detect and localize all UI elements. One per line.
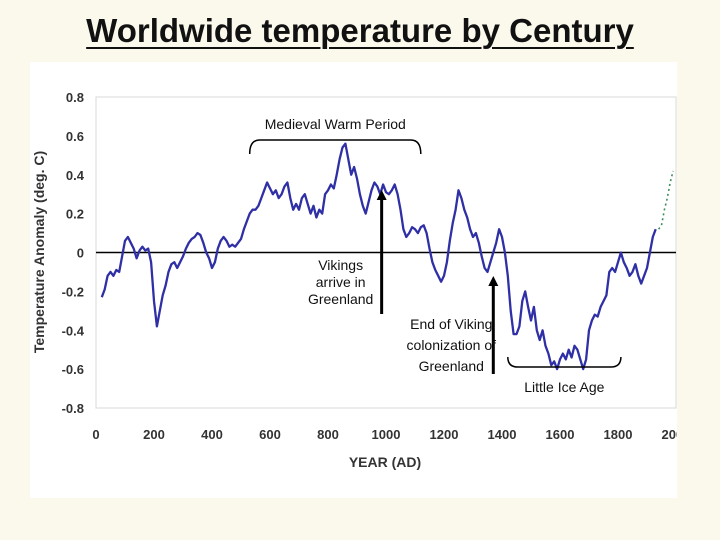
end_viking-label: colonization of — [407, 337, 497, 353]
chart-frame: 0 200 400 600 800 1000 1200 1400 1600 1800 2000 0.… — [30, 62, 677, 498]
x-tick-label: 1600 — [546, 427, 575, 442]
x-tick-label: 0 — [92, 427, 99, 442]
y-tick-label: 0.2 — [66, 207, 84, 222]
x-tick-label: 2000 — [662, 427, 677, 442]
y-tick-labels: 0.8 0.6 0.4 0.2 0 -0.2 -0.4 -0.6 -0.8 — [62, 90, 85, 416]
y-tick-label: -0.8 — [62, 401, 84, 416]
x-tick-label: 800 — [317, 427, 339, 442]
x-tick-label: 400 — [201, 427, 223, 442]
end_viking-label: End of Viking — [410, 316, 492, 332]
y-tick-label: -0.2 — [62, 284, 84, 299]
y-tick-label: 0.6 — [66, 129, 84, 144]
x-tick-label: 200 — [143, 427, 165, 442]
vikings-label: Greenland — [308, 291, 373, 307]
y-tick-label: 0 — [77, 246, 84, 261]
y-tick-label: 0.4 — [66, 168, 85, 183]
y-tick-label: -0.6 — [62, 362, 84, 377]
x-axis-title: YEAR (AD) — [349, 454, 421, 470]
little_ice_age-label: Little Ice Age — [524, 379, 604, 395]
x-tick-label: 1800 — [604, 427, 633, 442]
end_viking-label: Greenland — [419, 358, 484, 374]
x-tick-label: 600 — [259, 427, 281, 442]
temperature-chart: 0 200 400 600 800 1000 1200 1400 1600 1800 2000 0.… — [30, 62, 677, 498]
x-tick-label: 1200 — [430, 427, 459, 442]
x-tick-label: 1400 — [488, 427, 517, 442]
x-tick-labels: 0 200 400 600 800 1000 1200 1400 1600 1800 2000 — [92, 427, 677, 442]
medieval-label: Medieval Warm Period — [265, 116, 406, 132]
x-tick-label: 1000 — [372, 427, 401, 442]
y-tick-label: -0.4 — [62, 323, 85, 338]
slide-title: Worldwide temperature by Century — [0, 12, 720, 50]
y-tick-label: 0.8 — [66, 90, 84, 105]
vikings-label: Vikings — [318, 257, 363, 273]
y-axis-title: Temperature Anomaly (deg. C) — [31, 151, 47, 353]
vikings-label: arrive in — [316, 274, 366, 290]
